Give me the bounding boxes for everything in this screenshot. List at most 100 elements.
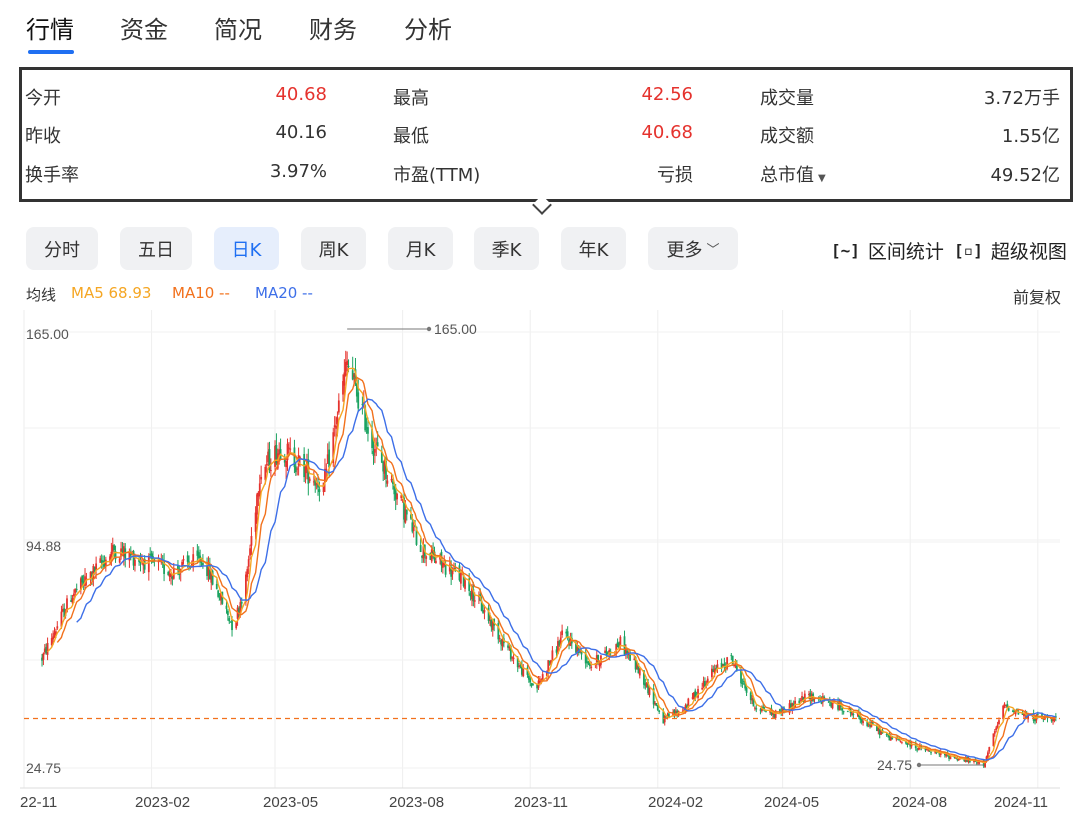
candle-body [686,705,688,709]
period-intraday[interactable]: 分时 [26,227,98,270]
x-tick-label: 22-11 [20,794,57,811]
period-monthly-k[interactable]: 月K [388,227,453,270]
chart-overlay: 165.00 94.88 24.75 165.00 24.75 [24,321,1060,776]
candle-body [665,716,668,718]
candle-body [1021,713,1024,715]
interval-stats-label: 区间统计 [867,241,944,263]
candle-body [916,749,919,751]
candle-body [575,643,577,653]
tab-quote[interactable]: 行情 [26,16,74,44]
candle-body [636,664,638,668]
candle-body [949,756,952,760]
candle-body [616,642,619,648]
tab-finance[interactable]: 财务 [309,16,357,44]
candle-body [285,461,288,468]
candle-body [508,646,511,649]
price-adjust-toggle[interactable]: 前复权 [1012,288,1061,307]
candle-body [376,442,379,447]
candle-body [99,558,102,563]
candle-body [773,712,776,718]
candlestick-chart[interactable]: 165.00 94.88 24.75 165.00 24.75 22-11 2023-02… [0,310,1080,825]
candle-body [1052,720,1054,722]
period-five-day[interactable]: 五日 [120,227,192,270]
interval-stats-button[interactable]: [~] 区间统计 [831,237,944,264]
candle-body [95,563,98,571]
candle-body [667,713,670,718]
candle-body [448,564,451,572]
candle-body [1017,712,1020,715]
open-label: 今开 [25,88,61,109]
candle-body [361,403,364,405]
candle-body [509,645,512,660]
candle-body [905,741,907,744]
x-tick-label: 2024-05 [764,794,819,811]
candle-body [287,447,290,449]
candle-body [218,599,221,601]
candle-body [1041,714,1043,716]
period-weekly-k[interactable]: 周K [301,227,366,270]
candle-body [781,707,784,713]
candle-body [346,360,349,365]
candle-body [924,748,927,751]
candle-body [655,703,658,706]
candle-body [396,493,398,500]
candle-body [325,468,328,473]
tab-capital[interactable]: 资金 [120,16,168,44]
candle-body [400,495,403,499]
candle-body [561,630,564,635]
candle-body [638,668,641,676]
candle-body [459,573,462,584]
candle-body [765,710,767,712]
candle-body [294,466,297,473]
candle-body [842,711,845,713]
candle-body [545,671,548,677]
candle-body [324,468,326,483]
candle-body [192,554,195,567]
candle-body [269,470,272,472]
candle-body [619,636,622,647]
candle-body [769,710,772,713]
ma10-line [56,376,1056,763]
candle-body [910,743,913,747]
candle-body [760,707,763,712]
tab-profile[interactable]: 简况 [214,16,262,44]
candle-body [605,651,608,655]
candle-body [722,665,724,667]
candle-body [885,734,888,736]
active-tab-indicator [28,50,74,54]
candle-body [410,514,412,519]
candle-body [63,608,66,618]
candle-body [240,601,243,604]
candle-body [511,656,514,658]
candle-body [385,460,387,479]
candle-body [626,650,629,655]
candle-body [245,574,247,602]
candle-body [597,654,600,665]
prev-close-value: 40.16 [275,122,327,143]
candle-body [429,553,432,560]
candle-body [977,761,980,764]
candle-body [532,684,534,686]
market-cap-label[interactable]: 总市值 ▼ [760,161,826,187]
candle-body [357,392,360,409]
candle-body [382,462,385,472]
candle-body [730,655,733,657]
candle-body [914,743,917,749]
candle-body [390,478,393,481]
candle-body [871,721,874,725]
candle-body [444,565,447,575]
candle-body [541,674,544,680]
candle-body [955,757,957,759]
period-daily-k[interactable]: 日K [214,227,279,270]
period-quarterly-k[interactable]: 季K [474,227,539,270]
candle-body [246,569,249,578]
candle-body [82,581,85,585]
candle-body [50,638,53,646]
candle-body [304,467,307,474]
tab-analysis[interactable]: 分析 [404,16,452,44]
super-view-button[interactable]: [▫] 超级视图 [954,237,1067,264]
low-label: 最低 [393,126,429,147]
period-more-dropdown[interactable]: 更多 ﹀ [648,227,738,270]
period-yearly-k[interactable]: 年K [561,227,626,270]
candle-body [490,620,493,628]
